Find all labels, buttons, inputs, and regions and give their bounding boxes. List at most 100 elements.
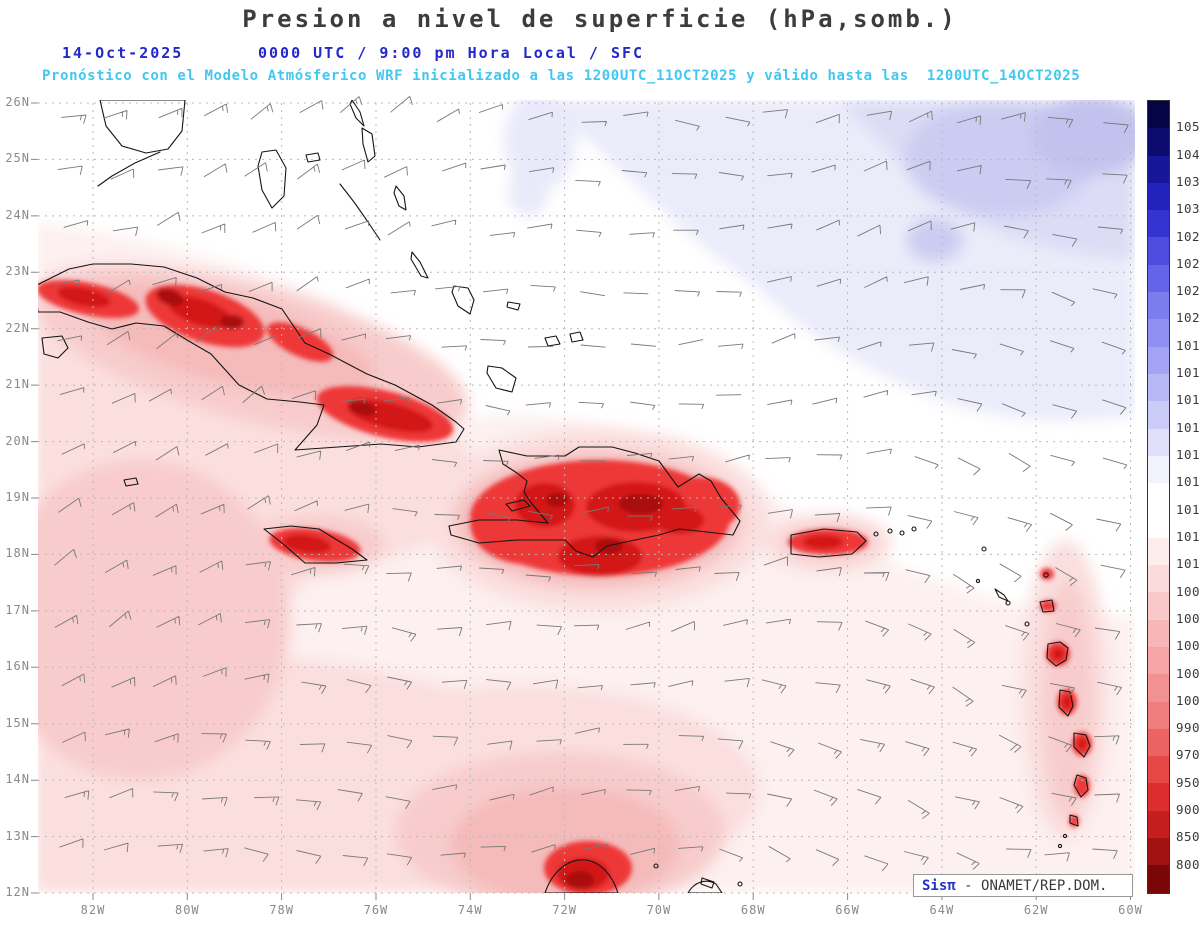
colorbar-label: 800	[1176, 856, 1200, 872]
lat-axis-label: 12N	[5, 885, 30, 900]
colorbar-segment	[1148, 182, 1169, 211]
colorbar-label: 1025	[1176, 255, 1200, 271]
low-pressure-red-cores	[38, 279, 1092, 893]
colorbar-label: 990	[1176, 720, 1200, 736]
colorbar-label: 1002	[1176, 665, 1200, 681]
colorbar-segment	[1148, 838, 1169, 866]
lat-axis-label: 23N	[5, 264, 30, 279]
colorbar-label: 1000	[1176, 692, 1200, 708]
colorbar-label: 1018	[1176, 365, 1200, 381]
lat-axis-label: 26N	[5, 95, 30, 109]
valid-time-label: 0000 UTC / 9:00 pm Hora Local / SFC	[258, 44, 645, 62]
colorbar-label: 1013	[1176, 501, 1200, 517]
colorbar-label: 1040	[1176, 146, 1200, 162]
lon-axis-label: 74W	[457, 903, 483, 917]
credit-badge: Sis π - ONAMET/REP.DOM.	[913, 874, 1133, 897]
colorbar-segment	[1148, 292, 1169, 320]
lon-axis-label: 82W	[80, 903, 106, 917]
lat-axis-label: 25N	[5, 151, 30, 166]
lon-axis-label: 62W	[1023, 903, 1049, 917]
colorbar-segment	[1148, 401, 1169, 429]
colorbar-segment	[1148, 483, 1169, 511]
colorbar-label: 1035	[1176, 173, 1200, 189]
lon-axis-label: 64W	[929, 903, 955, 917]
colorbar-label: 1015	[1176, 447, 1200, 463]
lat-axis-label: 14N	[5, 772, 30, 787]
colorbar-segment	[1148, 346, 1169, 374]
lat-axis-label: 13N	[5, 828, 30, 843]
colorbar-segment	[1148, 701, 1169, 729]
colorbar-label: 900	[1176, 802, 1200, 818]
colorbar-segment	[1148, 619, 1169, 647]
colorbar-label: 1022	[1176, 283, 1200, 299]
colorbar-segment	[1148, 455, 1169, 484]
colorbar-segment	[1148, 728, 1169, 757]
lon-axis-label: 78W	[269, 903, 294, 917]
colorbar-segment	[1148, 646, 1169, 675]
colorbar-label: 850	[1176, 829, 1200, 845]
lat-lon-gridlines	[38, 102, 1135, 894]
valid-date-label: 14-Oct-2025	[62, 44, 184, 62]
colorbar-segment	[1148, 101, 1169, 129]
colorbar-segment	[1148, 565, 1169, 593]
colorbar-label: 1014	[1176, 474, 1200, 490]
page-title: Presion a nivel de superficie (hPa,somb.…	[242, 5, 958, 33]
pressure-colorbar	[1147, 100, 1170, 894]
lat-axis-label: 15N	[5, 715, 30, 730]
colorbar-label: 1020	[1176, 310, 1200, 326]
colorbar-label: 950	[1176, 774, 1200, 790]
lon-axis-label: 70W	[646, 903, 672, 917]
colorbar-segment	[1148, 373, 1169, 402]
lat-axis-label: 16N	[5, 659, 30, 674]
colorbar-segment	[1148, 210, 1169, 238]
colorbar-segment	[1148, 756, 1169, 784]
colorbar-segment	[1148, 264, 1169, 293]
lat-axis-label: 22N	[5, 320, 30, 335]
lat-axis-label: 18N	[5, 546, 30, 561]
colorbar-segment	[1148, 155, 1169, 183]
colorbar-label: 1017	[1176, 392, 1200, 408]
colorbar-label: 1030	[1176, 201, 1200, 217]
colorbar-segment	[1148, 865, 1169, 893]
lon-axis-label: 68W	[740, 903, 766, 917]
lon-axis-label: 66W	[835, 903, 860, 917]
forecast-model-label: Pronóstico con el Modelo Atmósferico WRF…	[42, 68, 1081, 84]
credit-pi-symbol: π	[947, 877, 956, 894]
colorbar-label: 1050	[1176, 119, 1200, 135]
colorbar-label: 1006	[1176, 610, 1200, 626]
pressure-shading-field	[38, 100, 1135, 893]
colorbar-label: 1008	[1176, 583, 1200, 599]
lon-axis-label: 76W	[363, 903, 389, 917]
colorbar-segment	[1148, 428, 1169, 456]
colorbar-segment	[1148, 237, 1169, 265]
colorbar-segment	[1148, 510, 1169, 538]
colorbar-label: 1016	[1176, 419, 1200, 435]
lat-axis-label: 24N	[5, 207, 30, 222]
colorbar-segment	[1148, 592, 1169, 620]
colorbar-segment	[1148, 674, 1169, 702]
lon-axis-label: 80W	[174, 903, 200, 917]
lat-axis-label: 17N	[5, 602, 30, 617]
lat-axis-label: 19N	[5, 490, 30, 504]
colorbar-label: 1004	[1176, 638, 1200, 654]
colorbar-segment	[1148, 319, 1169, 347]
colorbar-label: 970	[1176, 747, 1200, 763]
colorbar-segment	[1148, 810, 1169, 839]
colorbar-segment	[1148, 537, 1169, 566]
credit-source-label: - ONAMET/REP.DOM.	[955, 877, 1108, 894]
lat-axis-label: 21N	[5, 377, 30, 392]
lon-axis-label: 72W	[552, 903, 577, 917]
colorbar-label: 1012	[1176, 528, 1200, 544]
colorbar-segment	[1148, 783, 1169, 811]
colorbar-label: 1028	[1176, 228, 1200, 244]
wind-barbs	[54, 96, 1129, 872]
colorbar-label: 1010	[1176, 556, 1200, 572]
small-island-dots	[653, 526, 1068, 887]
lon-axis-label: 60W	[1118, 903, 1143, 917]
colorbar-label: 1019	[1176, 337, 1200, 353]
colorbar-segment	[1148, 128, 1169, 156]
credit-sis-label: Sis	[922, 877, 948, 894]
lat-axis-label: 20N	[5, 433, 30, 448]
